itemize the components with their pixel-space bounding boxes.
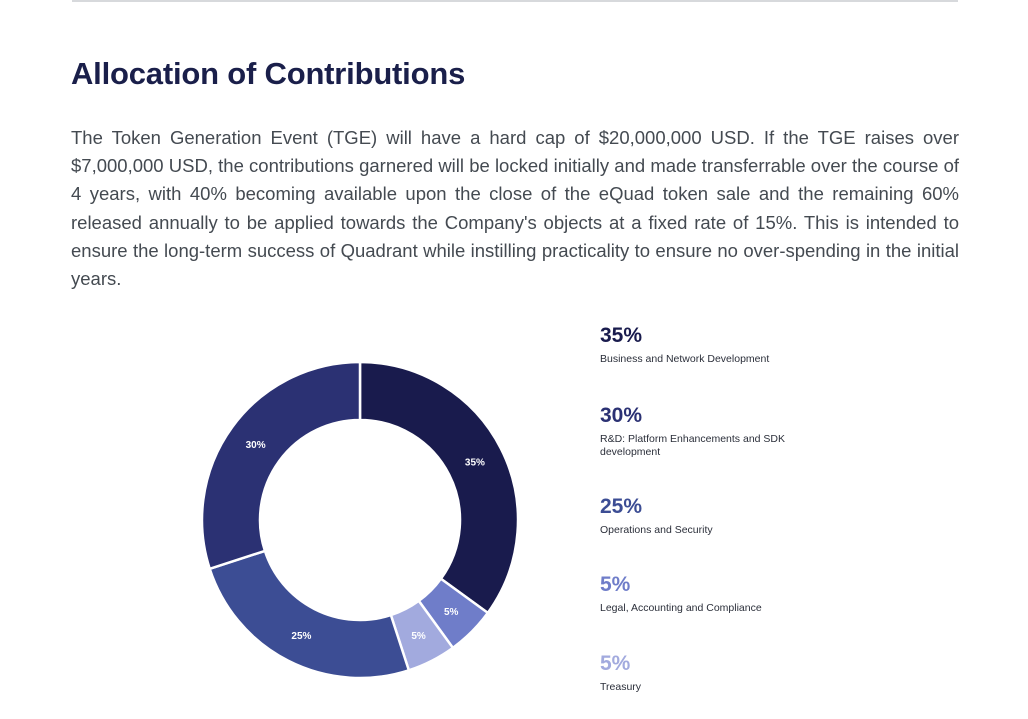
legend-label: Operations and Security <box>600 524 713 536</box>
donut-slice-rnd <box>200 362 362 571</box>
legend-label: R&D: Platform Enhancements and SDK devel… <box>600 433 786 458</box>
top-divider <box>72 0 958 2</box>
slice-label-legal: 5% <box>444 607 459 618</box>
slice-label-rnd: 30% <box>246 440 266 451</box>
legend-item-legal: 5% Legal, Accounting and Compliance <box>600 571 820 615</box>
slice-label-treasury: 5% <box>411 631 426 642</box>
legend-percent: 25% <box>600 495 643 518</box>
slice-label-operations: 25% <box>291 631 311 642</box>
page-title: Allocation of Contributions <box>71 56 466 91</box>
donut-svg: 35% 5% 5% 25% 30% <box>200 362 520 680</box>
donut-slice-operations <box>208 549 411 680</box>
legend-label: Legal, Accounting and Compliance <box>600 602 762 614</box>
legend-percent: 30% <box>600 404 643 427</box>
legend-item-business: 35% Business and Network Development <box>600 322 820 366</box>
legend-label: Business and Network Development <box>600 353 770 365</box>
legend-percent: 5% <box>600 573 631 596</box>
allocation-donut-chart: 35% 5% 5% 25% 30% <box>200 362 522 682</box>
donut-slice-business <box>358 362 520 615</box>
legend-item-operations: 25% Operations and Security <box>600 493 820 537</box>
legend-label: Treasury <box>600 681 642 693</box>
legend-percent: 35% <box>600 324 643 347</box>
legend-item-treasury: 5% Treasury <box>600 650 820 694</box>
legend-item-rnd: 30% R&D: Platform Enhancements and SDK d… <box>600 402 820 459</box>
intro-paragraph: The Token Generation Event (TGE) will ha… <box>71 127 959 290</box>
slice-label-business: 35% <box>465 457 485 468</box>
legend-percent: 5% <box>600 652 631 675</box>
